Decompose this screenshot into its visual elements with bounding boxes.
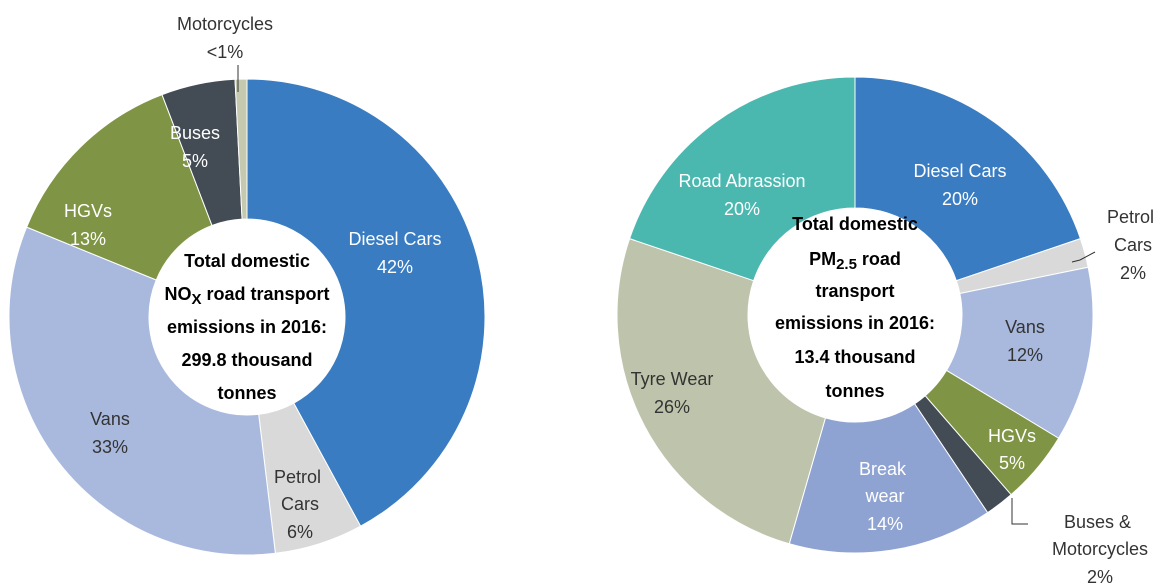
- slice-value-label: 20%: [942, 189, 978, 209]
- slice-label: Motorcycles: [177, 14, 273, 34]
- center-text: transport: [815, 281, 894, 301]
- slice-label: HGVs: [988, 426, 1036, 446]
- slice-value-label: 12%: [1007, 345, 1043, 365]
- center-text: NOX road transport: [164, 284, 329, 308]
- slice-label: Petrol Cars: [1107, 207, 1159, 255]
- center-text: tonnes: [825, 381, 884, 401]
- center-text: PM2.5 road: [809, 249, 901, 273]
- slice-label: Vans: [90, 409, 130, 429]
- center-text-part: emissions in 2016:: [167, 317, 327, 337]
- donut-slice: [246, 78, 486, 527]
- center-text-part: road: [857, 249, 901, 269]
- center-text: 299.8 thousand: [181, 350, 312, 370]
- center-text: Total domestic: [792, 214, 918, 234]
- donut-slice: [628, 76, 856, 282]
- slice-value-label: 6%: [287, 522, 313, 542]
- slice-label: Tyre Wear: [631, 369, 714, 389]
- donut-slice: [8, 226, 276, 556]
- center-text: emissions in 2016:: [167, 317, 327, 337]
- slice-value-label: <1%: [207, 42, 244, 62]
- slice-label: Diesel Cars: [913, 161, 1006, 181]
- center-subscript: X: [191, 291, 201, 308]
- donut-slice: [616, 238, 827, 545]
- slice-label: HGVs: [64, 201, 112, 221]
- donut-slice: [25, 94, 213, 281]
- label-line: Cars: [281, 494, 319, 514]
- slice-label: Break wear: [859, 459, 911, 506]
- center-text-part: 299.8 thousand: [181, 350, 312, 370]
- center-text-part: PM: [809, 249, 836, 269]
- center-text: emissions in 2016:: [775, 313, 935, 333]
- slice-label: Diesel Cars: [348, 229, 441, 249]
- center-text-part: tonnes: [825, 381, 884, 401]
- center-text-part: transport: [815, 281, 894, 301]
- slice-value-label: 14%: [867, 514, 903, 534]
- center-text-part: NO: [164, 284, 191, 304]
- label-line: Petrol: [274, 467, 326, 487]
- leader-line: [1011, 498, 1028, 525]
- slice-value-label: 13%: [70, 229, 106, 249]
- donut-slice: [788, 403, 989, 554]
- slice-value-label: 2%: [1087, 567, 1113, 587]
- slice-label: Buses & Motorcycles: [1052, 512, 1148, 559]
- center-text-part: 13.4 thousand: [794, 347, 915, 367]
- label-line: Motorcycles: [1052, 539, 1148, 559]
- slice-label: Road Abrassion: [678, 171, 805, 191]
- center-text-part: Total domestic: [792, 214, 918, 234]
- leader-line: [1071, 251, 1096, 263]
- center-text-part: Total domestic: [184, 251, 310, 271]
- slice-label: Vans: [1005, 317, 1045, 337]
- slice-label: Buses: [170, 123, 220, 143]
- center-text: Total domestic: [184, 251, 310, 271]
- donut-slice: [854, 76, 1082, 282]
- center-text-part: emissions in 2016:: [775, 313, 935, 333]
- slice-value-label: 26%: [654, 397, 690, 417]
- label-line: Break: [859, 459, 911, 479]
- label-line: Cars: [1114, 235, 1152, 255]
- center-subscript: 2.5: [836, 256, 857, 273]
- slice-value-label: 5%: [182, 151, 208, 171]
- center-text: 13.4 thousand: [794, 347, 915, 367]
- label-line: Petrol: [1107, 207, 1159, 227]
- slice-value-label: 5%: [999, 453, 1025, 473]
- slice-value-label: 42%: [377, 257, 413, 277]
- center-text-part: tonnes: [217, 383, 276, 403]
- center-text-part: road transport: [202, 284, 330, 304]
- slice-value-label: 20%: [724, 199, 760, 219]
- label-line: Buses &: [1064, 512, 1136, 532]
- slice-value-label: 33%: [92, 437, 128, 457]
- donut-slice: [234, 78, 248, 220]
- slice-label: Petrol Cars: [274, 467, 326, 514]
- center-text: tonnes: [217, 383, 276, 403]
- slice-value-label: 2%: [1120, 263, 1146, 283]
- label-line: wear: [864, 486, 904, 506]
